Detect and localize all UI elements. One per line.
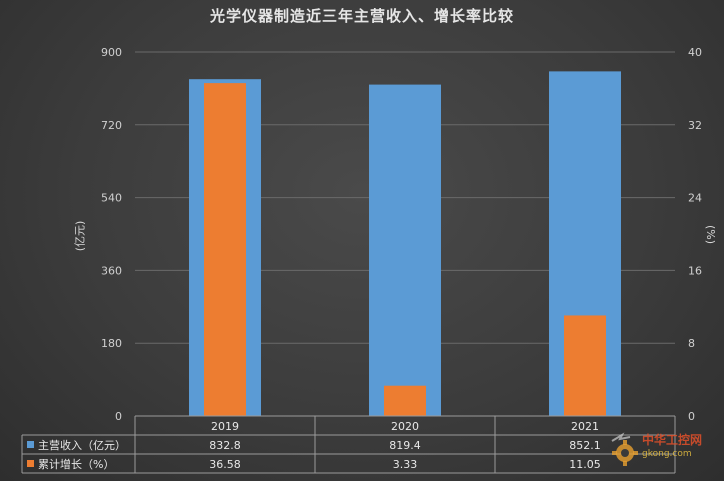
y-tick-label: 180 <box>101 337 122 350</box>
table-cell-growth: 36.58 <box>209 458 241 471</box>
watermark-logo: 中华工控网 gkong.com <box>608 431 718 471</box>
bar-cumulative-growth <box>204 83 246 416</box>
y2-tick-label: 24 <box>688 192 702 205</box>
y2-tick-label: 16 <box>688 264 702 277</box>
table-cell-revenue: 852.1 <box>569 439 601 452</box>
x-category-label: 2021 <box>571 420 599 433</box>
bar-main-revenue <box>369 84 441 417</box>
y2-tick-label: 8 <box>688 337 695 350</box>
chart-title: 光学仪器制造近三年主营收入、增长率比较 <box>209 7 514 25</box>
y2-tick-label: 40 <box>688 46 702 59</box>
y2-tick-label: 32 <box>688 119 702 132</box>
y-tick-label: 0 <box>115 410 122 423</box>
y-tick-label: 720 <box>101 119 122 132</box>
watermark-text: 中华工控网 <box>642 433 703 447</box>
legend-key-growth <box>27 460 34 467</box>
y-tick-label: 360 <box>101 264 122 277</box>
legend-label-growth: 累计增长（%） <box>38 457 114 471</box>
legend-label-revenue: 主营收入（亿元） <box>38 438 126 452</box>
bar-cumulative-growth <box>564 315 606 416</box>
x-category-label: 2020 <box>391 420 419 433</box>
table-cell-revenue: 819.4 <box>389 439 421 452</box>
table-cell-growth: 3.33 <box>393 458 418 471</box>
table-cell-revenue: 832.8 <box>209 439 241 452</box>
legend-key-revenue <box>27 441 34 448</box>
y-tick-label: 540 <box>101 192 122 205</box>
x-category-label: 2019 <box>211 420 239 433</box>
watermark-url: gkong.com <box>642 449 692 459</box>
y-tick-label: 900 <box>101 46 122 59</box>
table-cell-growth: 11.05 <box>569 458 601 471</box>
gear-icon <box>611 432 638 466</box>
y2-tick-label: 0 <box>688 410 695 423</box>
bar-cumulative-growth <box>384 385 426 416</box>
